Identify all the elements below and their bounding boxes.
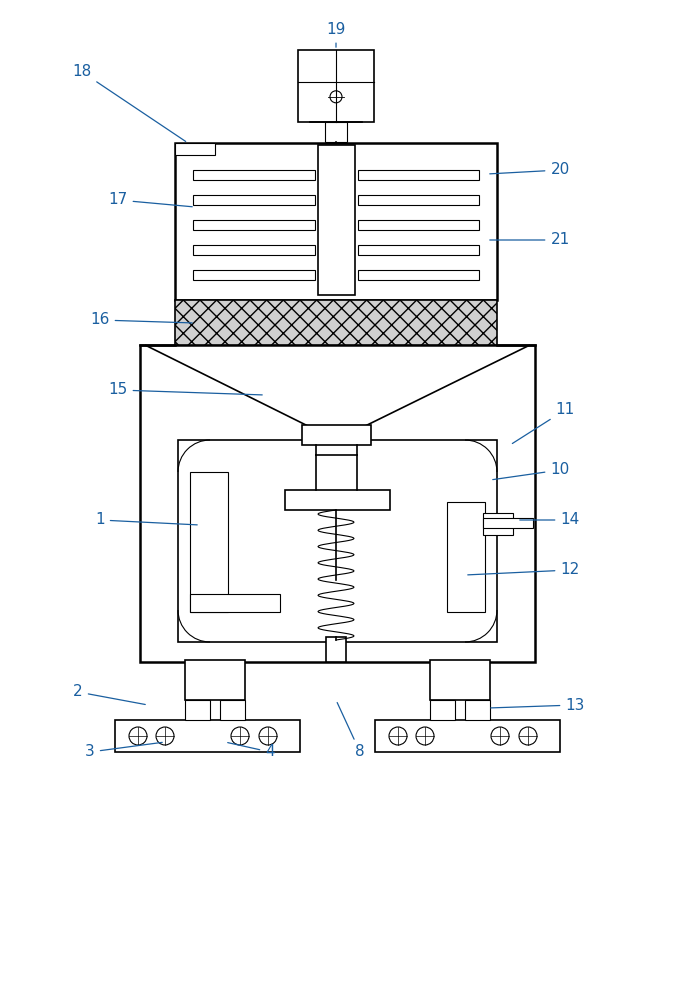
Text: 11: 11 xyxy=(512,402,575,444)
Text: 2: 2 xyxy=(73,684,145,704)
Bar xyxy=(325,122,347,142)
Text: 14: 14 xyxy=(520,512,579,528)
Bar xyxy=(175,300,497,345)
Circle shape xyxy=(519,727,537,745)
Text: 8: 8 xyxy=(337,703,365,760)
Circle shape xyxy=(416,727,434,745)
Bar xyxy=(358,270,479,280)
Text: 15: 15 xyxy=(108,382,262,397)
Text: 16: 16 xyxy=(90,312,192,328)
Bar xyxy=(190,472,228,612)
Circle shape xyxy=(231,727,249,745)
Text: 20: 20 xyxy=(490,162,569,178)
Bar xyxy=(115,720,300,752)
Circle shape xyxy=(156,727,174,745)
Bar xyxy=(465,700,490,720)
Bar xyxy=(318,145,355,295)
Bar xyxy=(178,440,497,642)
Circle shape xyxy=(259,727,277,745)
Bar xyxy=(193,195,315,205)
Bar xyxy=(175,143,215,155)
Text: 10: 10 xyxy=(493,462,569,480)
Bar xyxy=(447,502,485,612)
Text: 21: 21 xyxy=(490,232,569,247)
Text: 1: 1 xyxy=(95,512,197,528)
Text: 4: 4 xyxy=(227,743,275,760)
Bar xyxy=(185,700,210,720)
Circle shape xyxy=(491,727,509,745)
Bar xyxy=(358,245,479,255)
Bar xyxy=(193,270,315,280)
Bar xyxy=(375,720,560,752)
Bar xyxy=(140,345,535,662)
Text: 18: 18 xyxy=(73,64,186,141)
Bar xyxy=(430,660,490,700)
Text: 3: 3 xyxy=(85,742,162,760)
Bar xyxy=(358,195,479,205)
Text: 19: 19 xyxy=(326,22,346,47)
Bar xyxy=(358,220,479,230)
Bar xyxy=(430,700,455,720)
Bar xyxy=(193,170,315,180)
Bar xyxy=(483,518,533,528)
Bar xyxy=(185,660,245,700)
Bar xyxy=(190,594,280,612)
Bar xyxy=(358,170,479,180)
Bar xyxy=(326,637,346,662)
Bar xyxy=(193,220,315,230)
Bar xyxy=(298,50,374,122)
Bar xyxy=(302,425,371,445)
Text: 17: 17 xyxy=(108,192,192,208)
Bar xyxy=(220,700,245,720)
Bar xyxy=(483,513,513,535)
Bar xyxy=(175,143,497,300)
Circle shape xyxy=(129,727,147,745)
Text: 13: 13 xyxy=(491,698,585,712)
Text: 12: 12 xyxy=(468,562,579,578)
Bar xyxy=(193,245,315,255)
Circle shape xyxy=(389,727,407,745)
Bar xyxy=(285,490,390,510)
